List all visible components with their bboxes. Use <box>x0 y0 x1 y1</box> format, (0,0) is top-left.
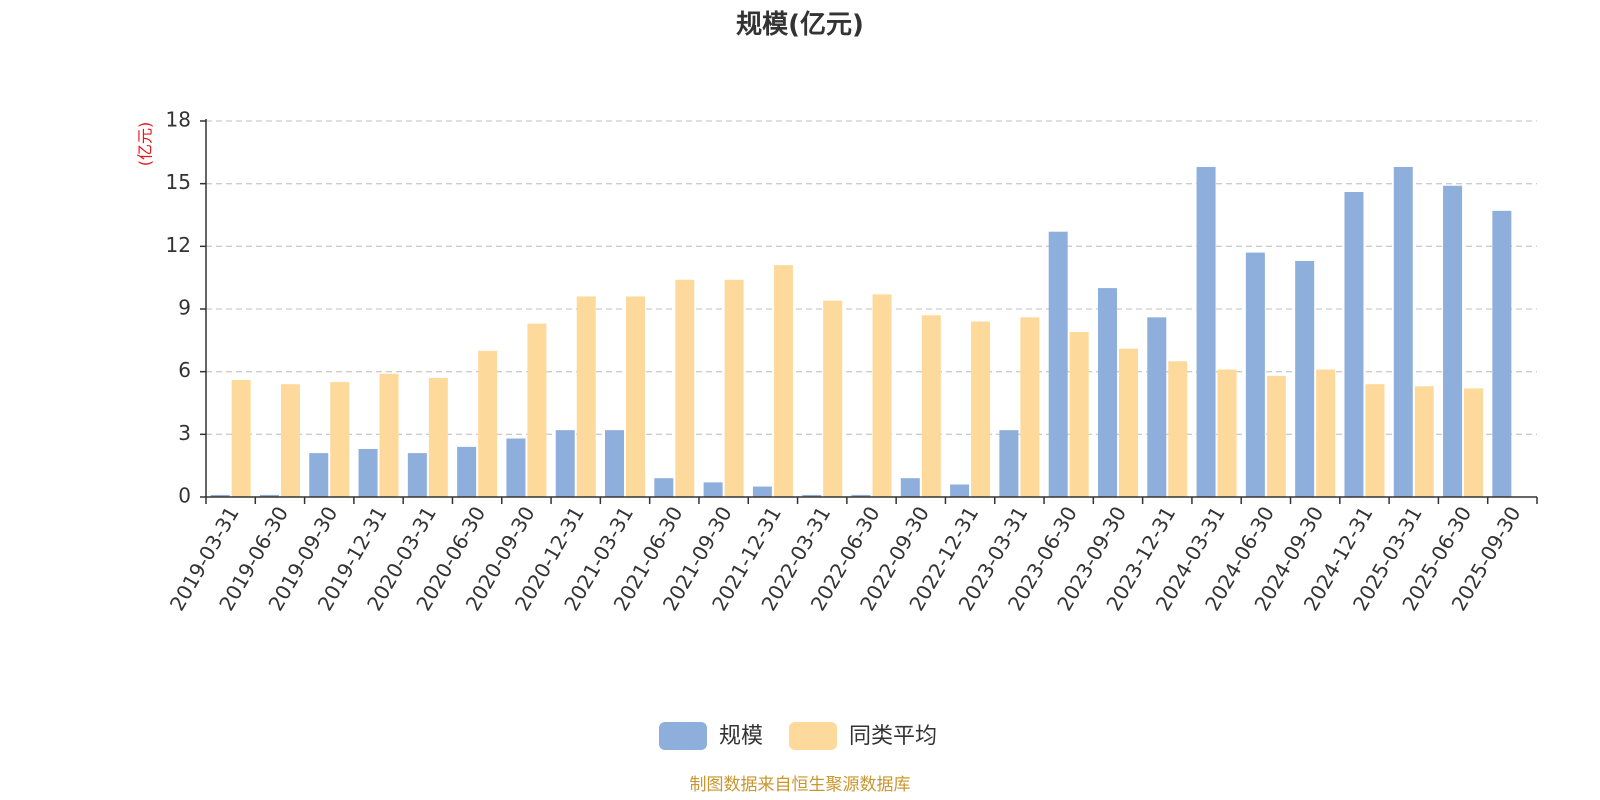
bar-category-average <box>576 296 596 497</box>
bar-scale <box>950 484 970 497</box>
bar-category-average <box>1365 384 1385 497</box>
bar-scale <box>1344 192 1364 497</box>
legend-swatch-scale[interactable] <box>659 722 707 750</box>
y-tick-label: 9 <box>178 296 191 320</box>
bar-category-average <box>231 380 251 497</box>
bar-category-average <box>330 382 350 497</box>
grid-lines <box>206 120 1537 435</box>
legend-swatch-category-average[interactable] <box>789 722 837 750</box>
x-tick-labels: 2019-03-312019-06-302019-09-302019-12-31… <box>165 502 1526 615</box>
bar-scale <box>1443 185 1463 497</box>
bar-scale <box>1196 166 1216 497</box>
bar-category-average <box>626 296 646 497</box>
bar-scale <box>1097 288 1117 497</box>
bar-category-average <box>1217 369 1237 497</box>
bar-category-average <box>971 321 991 497</box>
legend-label-scale[interactable]: 规模 <box>719 724 763 749</box>
bar-scale <box>1147 317 1167 497</box>
bar-category-average <box>675 279 695 497</box>
bar-scale <box>309 453 329 497</box>
y-axis-unit-label: (亿元) <box>136 122 155 167</box>
bar-category-average <box>1118 348 1138 497</box>
bar-category-average <box>1020 317 1040 497</box>
chart-title: 规模(亿元) <box>736 10 864 40</box>
bar-category-average <box>428 377 448 497</box>
bar-category-average <box>872 294 892 497</box>
bar-scale <box>210 494 230 497</box>
bar-scale <box>259 494 279 497</box>
bar-category-average <box>1069 331 1089 497</box>
y-tick-label: 12 <box>166 233 191 257</box>
bar-scale <box>358 448 378 497</box>
bar-category-average <box>478 350 498 497</box>
bar-category-average <box>280 384 300 497</box>
bar-category-average <box>1266 375 1286 497</box>
y-tick-label: 0 <box>178 484 191 508</box>
bar-category-average <box>921 315 941 497</box>
bar-scale <box>506 438 526 497</box>
y-tick-label: 15 <box>166 170 191 194</box>
bar-category-average <box>379 373 399 497</box>
bar-category-average <box>527 323 547 497</box>
legend-label-category-average[interactable]: 同类平均 <box>849 724 937 749</box>
bar-category-average <box>1316 369 1336 497</box>
bar-category-average <box>1414 386 1434 497</box>
legend: 规模 同类平均 <box>659 722 937 750</box>
bar-scale <box>802 494 822 497</box>
bar-scale <box>1048 231 1068 497</box>
axes <box>200 119 1538 504</box>
bar-category-average <box>1168 361 1188 497</box>
bar-scale <box>1393 166 1413 497</box>
bar-scale <box>703 482 723 497</box>
bar-scale <box>752 486 772 497</box>
y-tick-label: 3 <box>178 421 191 445</box>
bar-scale <box>555 430 575 497</box>
bar-scale <box>851 494 871 497</box>
bar-category-average <box>773 265 793 497</box>
y-tick-labels: 0 3 6 9 12 15 18 <box>166 108 191 508</box>
bar-category-average <box>823 300 843 497</box>
bar-scale <box>1295 260 1315 497</box>
bar-scale <box>1492 210 1512 498</box>
bar-scale <box>654 478 674 497</box>
bar-scale <box>407 453 427 497</box>
bar-scale <box>605 430 625 497</box>
bar-scale <box>900 478 920 497</box>
bars <box>210 166 1512 498</box>
bar-category-average <box>1464 388 1484 497</box>
bar-scale <box>457 446 477 497</box>
bar-scale <box>1245 252 1265 497</box>
data-source-note: 制图数据来自恒生聚源数据库 <box>690 775 911 795</box>
y-tick-label: 18 <box>166 108 191 132</box>
y-tick-label: 6 <box>178 358 191 382</box>
bar-category-average <box>724 279 744 497</box>
bar-scale <box>999 430 1019 497</box>
